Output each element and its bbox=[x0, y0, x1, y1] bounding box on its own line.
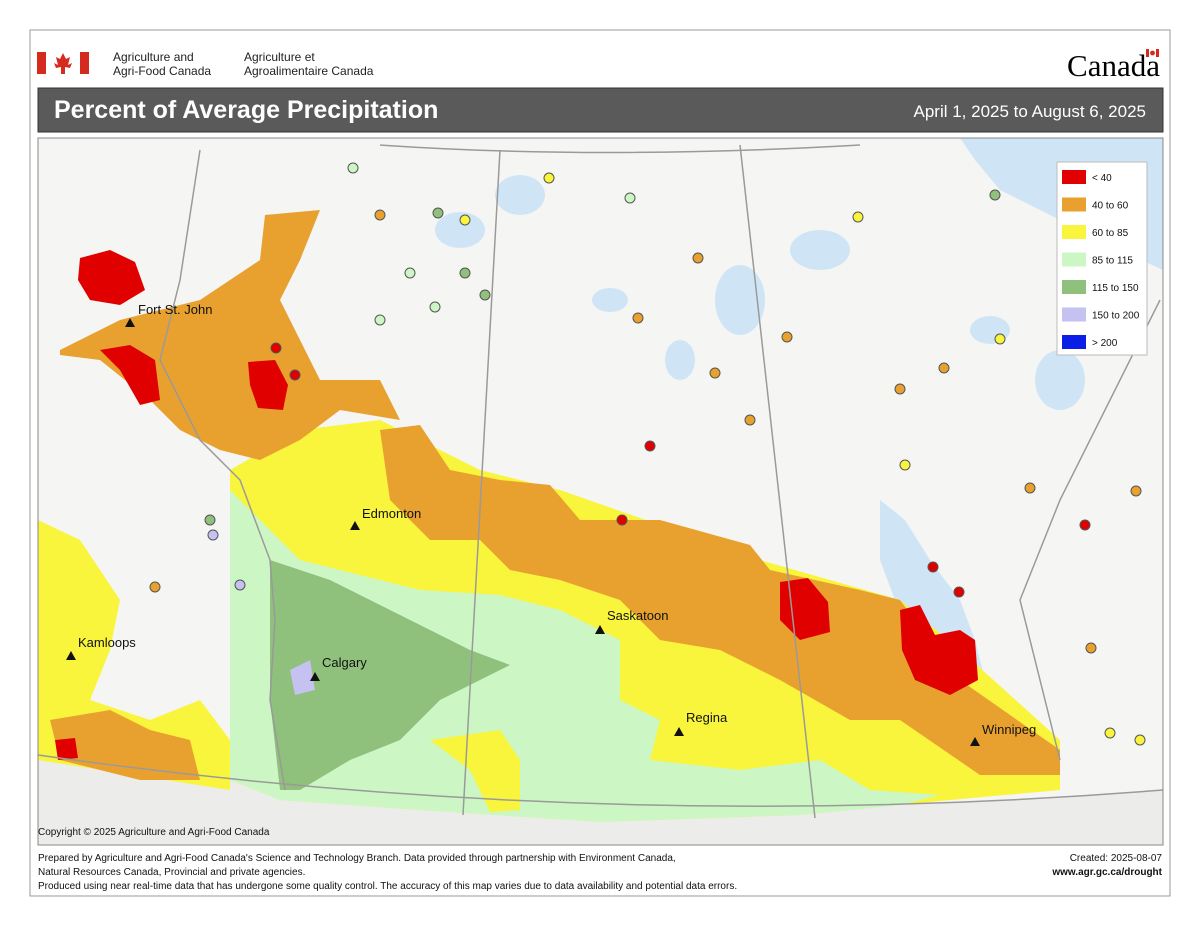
legend-swatch bbox=[1062, 197, 1086, 212]
created-date: Created: 2025-08-07 bbox=[1070, 853, 1163, 864]
legend-label: > 200 bbox=[1092, 338, 1118, 349]
city-label: Kamloops bbox=[78, 635, 136, 650]
city-label: Edmonton bbox=[362, 506, 421, 521]
footer-line: Natural Resources Canada, Provincial and… bbox=[38, 867, 305, 878]
map-frame bbox=[37, 137, 1164, 846]
legend: < 40 40 to 60 60 to 85 85 to 115 115 to 150 1… bbox=[1056, 161, 1148, 356]
legend-label: 150 to 200 bbox=[1092, 311, 1140, 322]
city-label: Winnipeg bbox=[982, 722, 1036, 737]
map bbox=[38, 138, 1163, 845]
legend-label: 115 to 150 bbox=[1092, 283, 1139, 294]
title-bar bbox=[37, 87, 1164, 133]
wordmark-flag bbox=[1146, 49, 1159, 57]
legend-swatch bbox=[1062, 335, 1086, 349]
url: www.agr.gc.ca/drought bbox=[1051, 867, 1162, 878]
city-label: Calgary bbox=[322, 655, 367, 670]
legend-swatch bbox=[1062, 225, 1086, 239]
legend-label: 40 to 60 bbox=[1092, 201, 1129, 212]
legend-swatch bbox=[1062, 280, 1086, 294]
city-label: Saskatoon bbox=[607, 608, 668, 623]
legend-swatch bbox=[1062, 252, 1086, 267]
legend-swatch bbox=[1062, 170, 1086, 184]
dept-fr: Agriculture et bbox=[244, 50, 315, 64]
legend-label: 85 to 115 bbox=[1092, 256, 1133, 267]
legend-label: < 40 bbox=[1092, 173, 1112, 184]
cities: Fort St. John Edmonton Saskatoon Kamloop… bbox=[66, 302, 1036, 746]
footer-line: Produced using near real-time data that … bbox=[38, 881, 737, 892]
city-label: Regina bbox=[686, 710, 728, 725]
legend-label: 60 to 85 bbox=[1092, 228, 1129, 239]
wordmark: Canada bbox=[1067, 48, 1160, 83]
legend-swatch bbox=[1062, 307, 1086, 322]
date-range: April 1, 2025 to August 6, 2025 bbox=[913, 102, 1146, 121]
aafc-logo bbox=[37, 52, 89, 74]
footer-line: Prepared by Agriculture and Agri-Food Ca… bbox=[38, 853, 676, 864]
dept-en: Agriculture and bbox=[113, 50, 194, 64]
dept-fr: Agroalimentaire Canada bbox=[244, 64, 374, 78]
dept-en: Agri-Food Canada bbox=[113, 64, 211, 78]
copyright: Copyright © 2025 Agriculture and Agri-Fo… bbox=[38, 827, 270, 838]
title: Percent of Average Precipitation bbox=[54, 96, 438, 124]
city-label: Fort St. John bbox=[138, 302, 212, 317]
